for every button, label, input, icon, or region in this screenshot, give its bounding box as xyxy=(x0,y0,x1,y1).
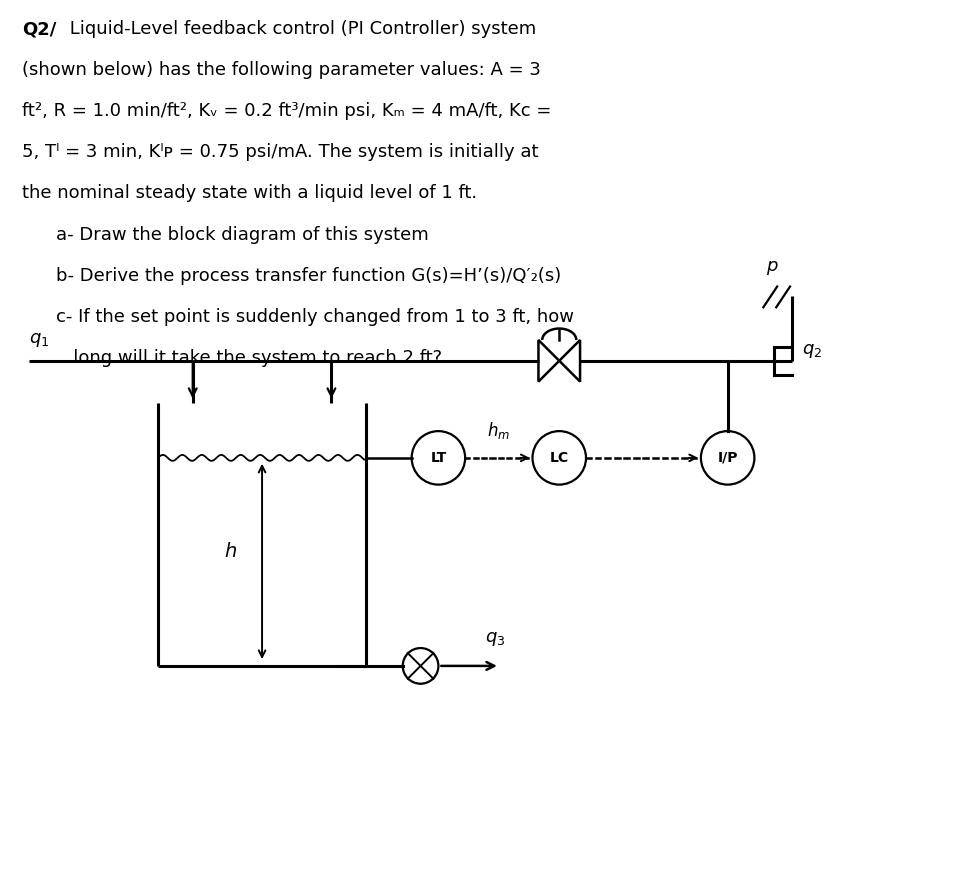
Text: LC: LC xyxy=(550,451,569,465)
Text: a- Draw the block diagram of this system: a- Draw the block diagram of this system xyxy=(56,226,429,243)
Text: 5, Tᴵ = 3 min, Kᴵᴘ = 0.75 psi/mA. The system is initially at: 5, Tᴵ = 3 min, Kᴵᴘ = 0.75 psi/mA. The sy… xyxy=(22,143,539,162)
Text: $q_2$: $q_2$ xyxy=(802,342,822,360)
Text: (shown below) has the following parameter values: A = 3: (shown below) has the following paramete… xyxy=(22,61,541,79)
Text: $p$: $p$ xyxy=(766,258,778,276)
Text: b- Derive the process transfer function G(s)=H’(s)/Q′₂(s): b- Derive the process transfer function … xyxy=(56,266,561,285)
Text: Q2/: Q2/ xyxy=(22,20,57,38)
Text: $h$: $h$ xyxy=(224,543,237,561)
Text: c- If the set point is suddenly changed from 1 to 3 ft, how: c- If the set point is suddenly changed … xyxy=(56,308,574,326)
Text: Liquid-Level feedback control (PI Controller) system: Liquid-Level feedback control (PI Contro… xyxy=(64,20,536,38)
Text: long will it take the system to reach 2 ft?: long will it take the system to reach 2 … xyxy=(56,349,442,367)
Text: the nominal steady state with a liquid level of 1 ft.: the nominal steady state with a liquid l… xyxy=(22,185,478,202)
Text: LT: LT xyxy=(431,451,447,465)
Text: $q_3$: $q_3$ xyxy=(484,630,505,648)
Text: ft², R = 1.0 min/ft², Kᵥ = 0.2 ft³/min psi, Kₘ = 4 mA/ft, Kᴄ =: ft², R = 1.0 min/ft², Kᵥ = 0.2 ft³/min p… xyxy=(22,102,552,120)
Text: $h_m$: $h_m$ xyxy=(487,420,510,441)
Text: I/P: I/P xyxy=(718,451,738,465)
Text: $q_1$: $q_1$ xyxy=(29,331,50,349)
